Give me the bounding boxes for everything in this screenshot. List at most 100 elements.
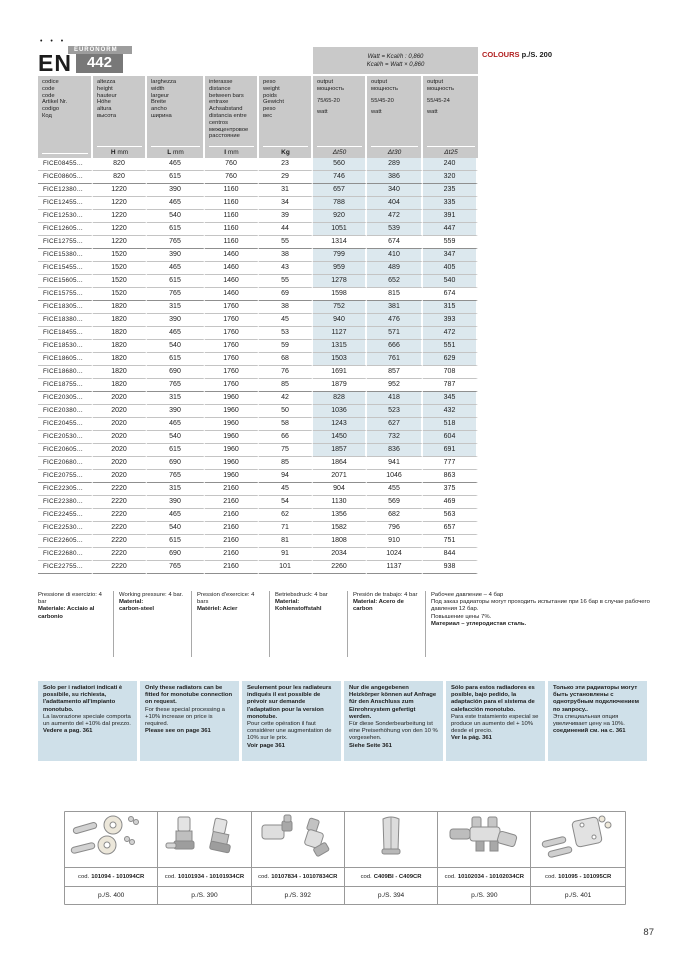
cell-output-dt30: 539	[367, 223, 423, 236]
cell-output-dt25: 938	[423, 561, 478, 574]
cell-width: 690	[147, 457, 205, 470]
box-title: Только эти радиаторы могут быть установл…	[553, 685, 639, 713]
column-header-line: height	[97, 85, 113, 92]
column-header-line: Breite	[151, 99, 167, 106]
cell-output-dt30: 472	[367, 210, 423, 223]
cell-height: 820	[93, 158, 147, 171]
material-note: Working pressure: 4 bar. Material: carbon-…	[113, 591, 191, 657]
cell-weight: 44	[259, 223, 313, 236]
column-header-line: watt	[371, 109, 382, 116]
cell-code: FICE22380…	[38, 496, 93, 509]
cell-code: FICE22455…	[38, 509, 93, 522]
monotube-note-box: Nur die angegebenen Heizkörper können au…	[344, 681, 443, 761]
box-page-ref: Voir page 361	[247, 742, 285, 749]
cod-label: cod.	[164, 874, 176, 880]
cell-output-dt30: 381	[367, 301, 423, 314]
cell-height: 1520	[93, 275, 147, 288]
product-image-cell	[531, 812, 625, 868]
box-page-ref: Ver la pág. 361	[451, 735, 492, 742]
cell-output-dt30: 386	[367, 171, 423, 184]
cell-output-dt50: 2260	[313, 561, 367, 574]
box-title: Only these radiators can be fitted for m…	[145, 685, 233, 706]
monotube-note-box: Solo per i radiatori indicati è possibil…	[38, 681, 137, 761]
cell-output-dt50: 2034	[313, 548, 367, 561]
cell-output-dt50: 1450	[313, 431, 367, 444]
cell-output-dt50: 560	[313, 158, 367, 171]
box-body: For these special processing a +10% incr…	[145, 706, 225, 728]
cell-output-dt50: 959	[313, 262, 367, 275]
cell-output-dt30: 796	[367, 522, 423, 535]
angle-valves-icon	[162, 813, 246, 866]
cell-code: FICE15380…	[38, 249, 93, 262]
product-page-ref-cell: p./S. 401	[564, 892, 592, 899]
column-header-line: altezza	[97, 79, 116, 85]
cell-output-dt30: 569	[367, 496, 423, 509]
product-page-ref-cell: p./S. 392	[252, 887, 345, 904]
cell-output-dt50: 940	[313, 314, 367, 327]
column-header-line: высота	[97, 112, 117, 119]
column-header-line: Achsabstand	[209, 106, 243, 113]
column-header: peso weight poids Gewicht peso вес Kg	[259, 76, 313, 158]
material-note: Pressione di esercizio: 4 bar Materiale: …	[38, 591, 113, 657]
product-image-cell	[65, 812, 159, 868]
cell-output-dt50: 1582	[313, 522, 367, 535]
thermostatic-head-icon	[349, 813, 433, 866]
column-header-line: ancho	[151, 106, 167, 113]
cell-width: 390	[147, 314, 205, 327]
cell-code: FICE20455…	[38, 418, 93, 431]
column-header-line: вес	[263, 112, 273, 119]
box-page-ref: Siehe Seite 361	[349, 742, 392, 749]
cell-output-dt50: 1598	[313, 288, 367, 301]
cell-width: 465	[147, 327, 205, 340]
cell-distance: 1460	[205, 262, 259, 275]
cell-output-dt50: 1879	[313, 379, 367, 392]
product-code-cell: cod. 101095 - 101095CR	[531, 868, 625, 887]
cod-label: cod.	[444, 874, 456, 880]
cell-height: 2020	[93, 392, 147, 405]
material-note-line: Material: Acero de carbon	[353, 599, 404, 613]
cell-width: 690	[147, 548, 205, 561]
box-body: Pour cette opération il faut considérer …	[247, 721, 332, 742]
cell-code: FICE18605…	[38, 353, 93, 366]
cell-weight: 85	[259, 379, 313, 392]
material-note-line: Рабочее давление – 4 бар	[431, 592, 504, 598]
monotube-note-box: Only these radiators can be fitted for m…	[140, 681, 239, 761]
column-header-line: code	[42, 92, 55, 99]
cell-output-dt50: 920	[313, 210, 367, 223]
cell-height: 2020	[93, 431, 147, 444]
cell-output-dt30: 404	[367, 197, 423, 210]
cell-output-dt25: 844	[423, 548, 478, 561]
material-note-line: Matériel: Acier	[197, 606, 238, 613]
cell-height: 2220	[93, 535, 147, 548]
cell-output-dt50: 1314	[313, 236, 367, 249]
cell-height: 1820	[93, 366, 147, 379]
cell-output-dt50: 799	[313, 249, 367, 262]
column-header-line: code	[42, 85, 55, 92]
cell-output-dt30: 952	[367, 379, 423, 392]
cell-weight: 31	[259, 184, 313, 197]
cell-output-dt50: 1857	[313, 444, 367, 457]
cell-width: 540	[147, 431, 205, 444]
cell-code: FICE18680…	[38, 366, 93, 379]
column-unit: Kg	[263, 146, 308, 158]
product-code-cell: cod. C409BI - C409CR	[344, 868, 439, 887]
cell-width: 390	[147, 405, 205, 418]
cell-distance: 1160	[205, 236, 259, 249]
product-code: C409BI - C409CR	[373, 874, 422, 880]
product-code: 101095 - 101095CR	[558, 874, 612, 880]
material-note: Pression d'exercice: 4 bars Matériel: Aci…	[191, 591, 269, 657]
column-header-line: interasse	[209, 79, 233, 85]
cell-output-dt50: 1243	[313, 418, 367, 431]
corner-valves-icon	[256, 813, 340, 866]
cell-height: 2220	[93, 483, 147, 496]
cell-output-dt30: 340	[367, 184, 423, 197]
cell-height: 2020	[93, 470, 147, 483]
cell-code: FICE20605…	[38, 444, 93, 457]
cell-output-dt25: 604	[423, 431, 478, 444]
column-header-line: ширина	[151, 112, 172, 119]
cell-output-dt50: 1051	[313, 223, 367, 236]
cell-code: FICE08605…	[38, 171, 93, 184]
cell-width: 390	[147, 249, 205, 262]
page-number: 87	[643, 927, 654, 938]
cell-height: 1820	[93, 327, 147, 340]
